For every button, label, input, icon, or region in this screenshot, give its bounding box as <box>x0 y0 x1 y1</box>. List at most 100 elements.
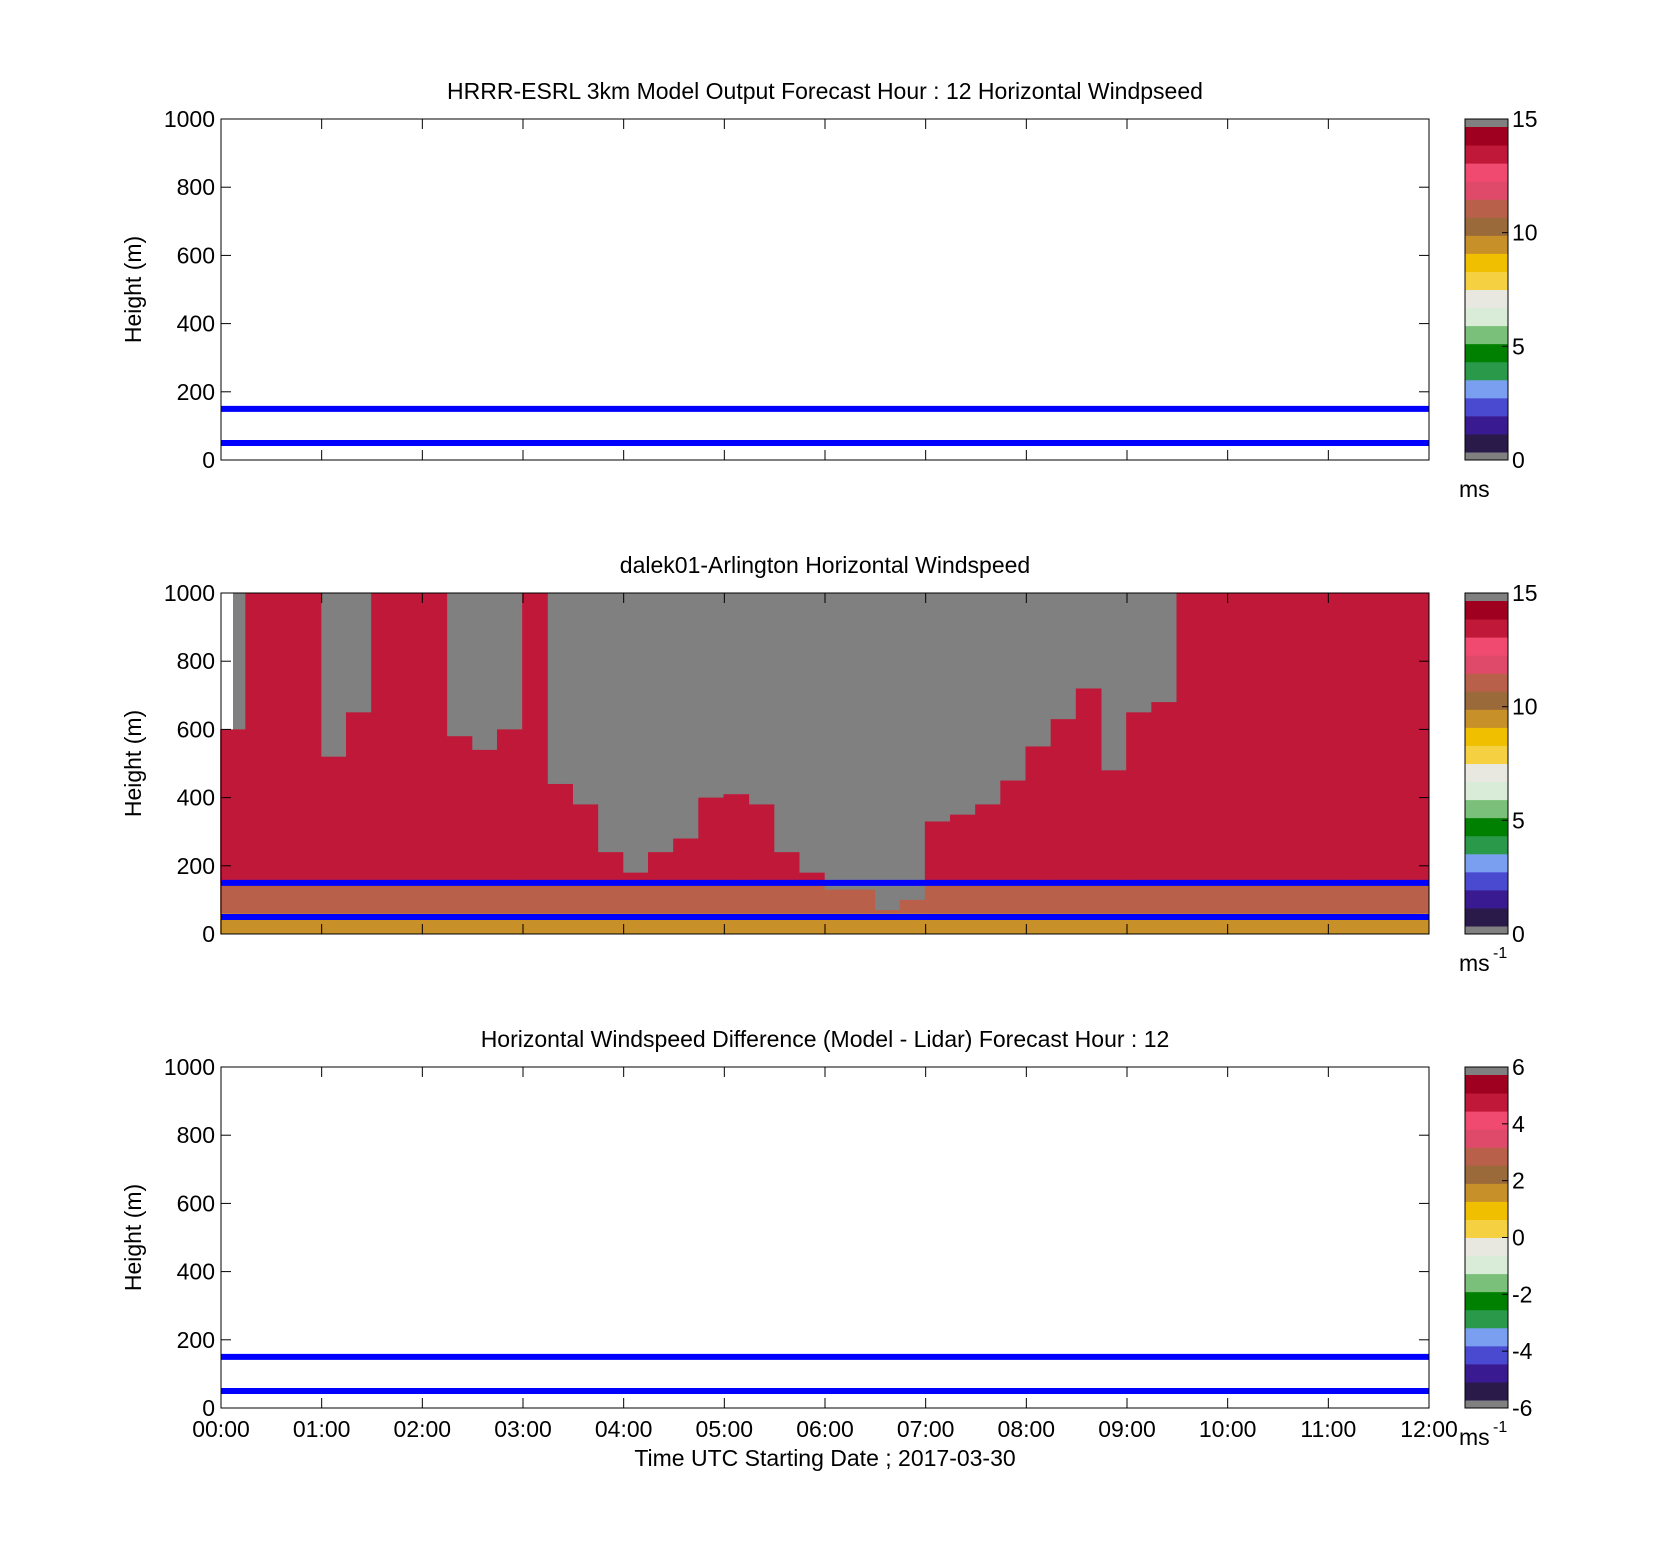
colorbar-swatch <box>1465 415 1508 435</box>
heatmap-cell <box>723 882 750 914</box>
colorbar-unit-exponent: -1 <box>1493 945 1507 962</box>
x-tick-label: 00:00 <box>192 1416 250 1442</box>
heatmap-cell <box>1050 719 1077 883</box>
heatmap-cell <box>647 852 674 883</box>
colorbar-swatch <box>1465 1273 1508 1293</box>
colorbar-swatch <box>1465 325 1508 345</box>
x-tick-label: 09:00 <box>1098 1416 1156 1442</box>
heatmap-cell <box>1377 882 1404 914</box>
heatmap-cell <box>1226 593 1253 883</box>
heatmap-cell <box>572 882 599 914</box>
colorbar-unit: ms <box>1459 950 1490 976</box>
y-tick-label: 800 <box>177 174 215 200</box>
heatmap-cell <box>245 593 271 883</box>
heatmap-cell <box>849 889 875 914</box>
heatmap-cell <box>547 783 573 883</box>
heatmap-cell <box>597 852 624 883</box>
heatmap-cell <box>798 872 825 883</box>
heatmap-cell <box>748 804 775 883</box>
colorbar-tick-label: -2 <box>1512 1281 1532 1307</box>
heatmap-cell <box>1151 702 1177 883</box>
heatmap-cell <box>1327 593 1354 883</box>
colorbar-cap <box>1465 1067 1508 1075</box>
colorbar-swatch <box>1465 127 1508 146</box>
heatmap-cell <box>270 593 297 883</box>
heatmap-cell <box>396 593 422 883</box>
colorbar-swatch <box>1465 307 1508 327</box>
heatmap-cell <box>1000 780 1026 883</box>
y-tick-label: 600 <box>177 1190 215 1216</box>
colorbar-swatch <box>1465 199 1508 218</box>
colorbar-swatch <box>1465 1093 1508 1112</box>
heatmap-cell <box>949 814 976 883</box>
y-axis-label: Height (m) <box>120 1184 146 1291</box>
x-tick-label: 06:00 <box>796 1416 854 1442</box>
heatmap-cell <box>320 756 347 883</box>
colorbar-swatch <box>1465 361 1508 381</box>
colorbar-swatch <box>1465 889 1508 909</box>
colorbar-swatch <box>1465 1075 1508 1094</box>
colorbar-swatch <box>1465 235 1508 254</box>
colorbar-swatch <box>1465 1165 1508 1184</box>
colorbar-tick-label: -4 <box>1512 1338 1533 1364</box>
heatmap-cell <box>1251 882 1278 914</box>
heatmap-cell <box>1000 882 1026 914</box>
y-tick-label: 200 <box>177 379 215 405</box>
heatmap-cell <box>798 882 825 914</box>
colorbar: -6 -4 -2 0 2 4 6 ms -1 <box>1459 1054 1533 1450</box>
heatmap-cell <box>773 852 800 883</box>
colorbar-tick-label: 15 <box>1512 106 1538 132</box>
colorbar-swatch <box>1465 637 1508 656</box>
heatmap-cell <box>547 882 573 914</box>
colorbar-swatch <box>1465 727 1508 746</box>
colorbar-tick-label: 10 <box>1512 220 1538 246</box>
colorbar: 0 5 10 15 ms <box>1459 106 1538 502</box>
colorbar-swatch <box>1465 145 1508 164</box>
heatmap-cell <box>496 729 523 883</box>
heatmap-cell <box>1201 882 1228 914</box>
colorbar-swatch <box>1465 907 1508 927</box>
plot-area <box>221 1067 1429 1408</box>
heatmap-cell <box>270 882 297 914</box>
heatmap-cell <box>1176 882 1203 914</box>
colorbar-tick-label: 5 <box>1512 333 1525 359</box>
colorbar-swatch <box>1465 799 1508 819</box>
colorbar-tick-label: 6 <box>1512 1054 1525 1080</box>
colorbar-tick-label: 2 <box>1512 1168 1525 1194</box>
colorbar-tick-label: -6 <box>1512 1395 1532 1421</box>
colorbar-swatch <box>1465 379 1508 399</box>
colorbar-swatch <box>1465 1345 1508 1365</box>
heatmap-cell <box>295 882 322 914</box>
colorbar-swatch <box>1465 1111 1508 1130</box>
colorbar-swatch <box>1465 745 1508 764</box>
panel-2: dalek01-Arlington Horizontal Windspeed 0 2… <box>120 552 1538 976</box>
heatmap-cell <box>421 882 448 914</box>
heatmap-cell <box>1277 593 1303 883</box>
colorbar: 0 5 10 15 ms -1 <box>1459 580 1538 976</box>
colorbar-tick-label: 0 <box>1512 447 1525 473</box>
heatmap-cell <box>899 899 926 914</box>
heatmap-cell <box>220 882 246 914</box>
colorbar-swatch <box>1465 1129 1508 1148</box>
colorbar-swatch <box>1465 1237 1508 1257</box>
colorbar-swatch <box>1465 1327 1508 1347</box>
heatmap-cell <box>1075 882 1102 914</box>
x-axis-label: Time UTC Starting Date ; 2017-03-30 <box>634 1445 1015 1471</box>
colorbar-tick-label: 10 <box>1512 694 1538 720</box>
heatmap-cell <box>245 882 271 914</box>
panel-title: HRRR-ESRL 3km Model Output Forecast Hour… <box>447 78 1203 104</box>
heatmap-cell <box>647 882 674 914</box>
heatmap-cell <box>421 593 448 883</box>
y-tick-label: 1000 <box>164 580 215 606</box>
colorbar-swatch <box>1465 817 1508 837</box>
colorbar-tick-label: 0 <box>1512 921 1525 947</box>
colorbar-swatch <box>1465 289 1508 309</box>
heatmap-cell <box>1352 882 1379 914</box>
colorbar-unit-exponent: -1 <box>1493 1419 1507 1436</box>
heatmap-cell <box>673 882 699 914</box>
colorbar-frame <box>1464 592 1509 935</box>
heatmap-cell <box>723 794 750 883</box>
heatmap-cell <box>345 882 372 914</box>
colorbar-swatch <box>1465 181 1508 200</box>
